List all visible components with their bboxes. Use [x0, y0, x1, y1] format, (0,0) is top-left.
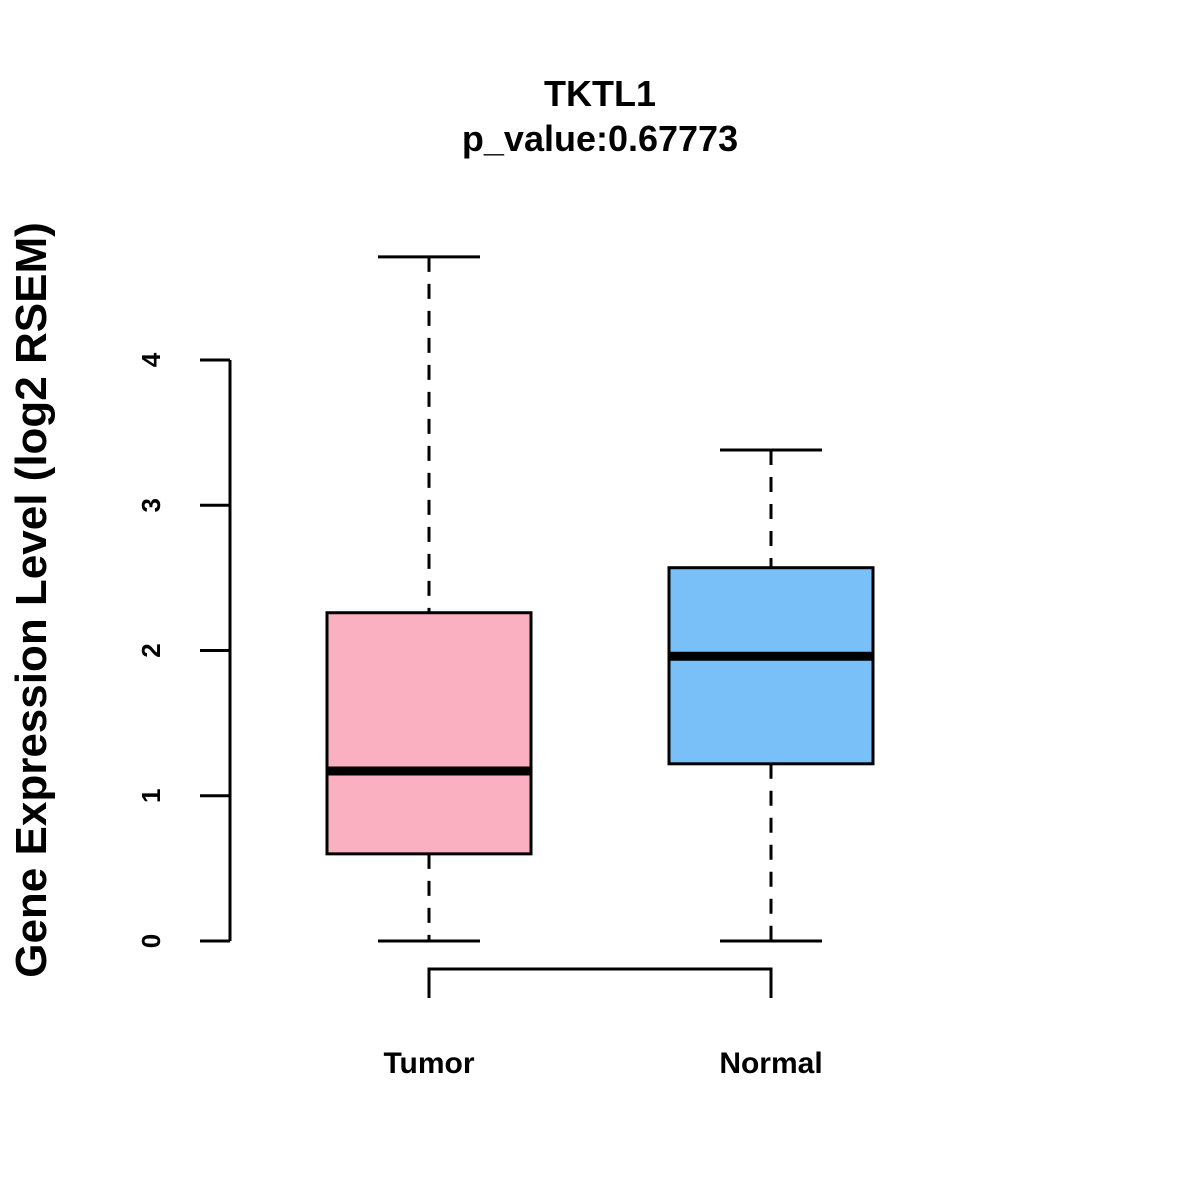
y-tick-label: 1: [136, 789, 166, 803]
box-group: [325, 255, 875, 943]
y-axis-ticks: 0 1 2 3 4: [136, 352, 230, 948]
box-tumor: [325, 255, 533, 943]
y-tick-label: 2: [136, 643, 166, 657]
chart-subtitle: p_value:0.67773: [462, 118, 738, 159]
iqr-box: [667, 566, 875, 766]
y-tick-label: 3: [136, 498, 166, 512]
y-axis-label: Gene Expression Level (log2 RSEM): [7, 222, 56, 978]
category-label-tumor: Tumor: [383, 1047, 474, 1080]
y-tick-label: 0: [136, 934, 166, 948]
iqr-box: [325, 611, 533, 856]
comparison-bracket: [427, 967, 773, 998]
category-labels: Tumor Normal: [383, 1047, 822, 1080]
category-label-normal: Normal: [719, 1047, 822, 1080]
chart-title: TKTL1: [544, 73, 656, 114]
box-normal: [667, 448, 875, 943]
y-tick-label: 4: [136, 352, 166, 367]
